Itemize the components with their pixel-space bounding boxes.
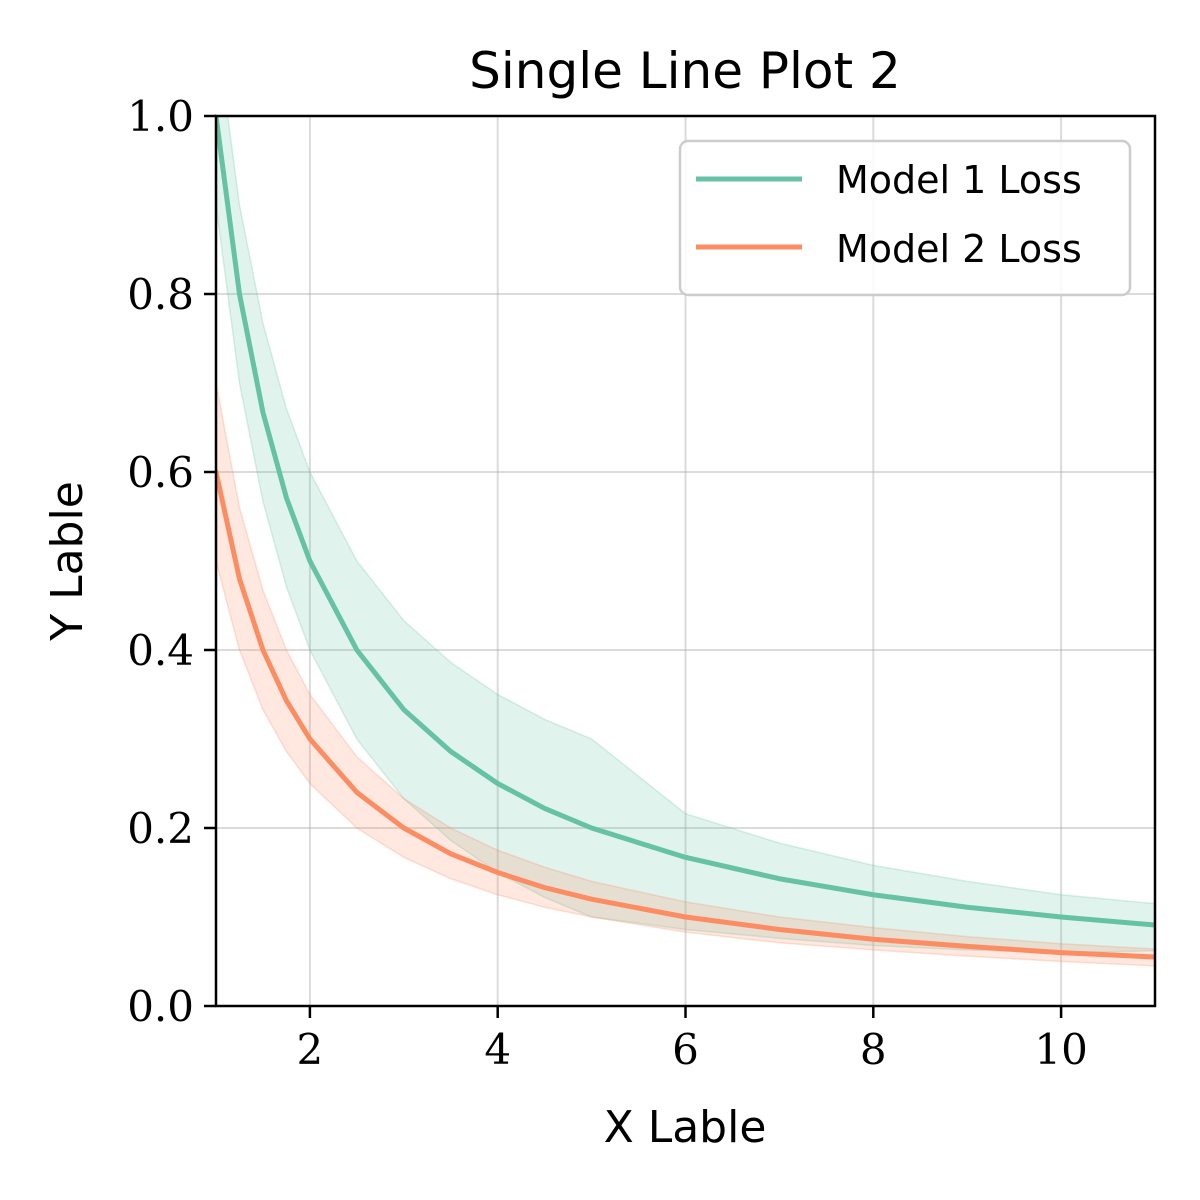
legend-label-model-1: Model 1 Loss (836, 158, 1082, 202)
x-axis-label: X Lable (604, 1102, 767, 1153)
x-tick-label: 4 (484, 1025, 511, 1074)
series-lines (216, 116, 1155, 960)
y-tick-label: 0.0 (127, 982, 194, 1031)
confidence-band-model-1 (216, 116, 1155, 954)
series-line-model-1 (216, 116, 1155, 928)
y-tick-label: 1.0 (127, 92, 194, 141)
series-line-model-2 (216, 469, 1155, 960)
confidence-bands (216, 116, 1155, 967)
chart-title: Single Line Plot 2 (469, 42, 901, 100)
y-tick-label: 0.8 (127, 270, 194, 319)
y-tick-label: 0.4 (127, 626, 194, 675)
y-axis-ticks: 0.0 0.2 0.4 0.6 0.8 1.0 (127, 92, 216, 1031)
x-tick-label: 2 (297, 1025, 324, 1074)
y-axis-label: Y Lable (42, 481, 93, 642)
legend-label-model-2: Model 2 Loss (836, 227, 1082, 271)
x-axis-ticks: 2 4 6 8 10 (297, 1006, 1088, 1074)
x-tick-label: 6 (672, 1025, 699, 1074)
legend: Model 1 Loss Model 2 Loss (678, 139, 1132, 297)
x-tick-label: 10 (1034, 1025, 1087, 1074)
confidence-band-model-2 (216, 382, 1155, 967)
x-tick-label: 8 (860, 1025, 887, 1074)
y-tick-label: 0.6 (127, 448, 194, 497)
y-tick-label: 0.2 (127, 804, 194, 853)
